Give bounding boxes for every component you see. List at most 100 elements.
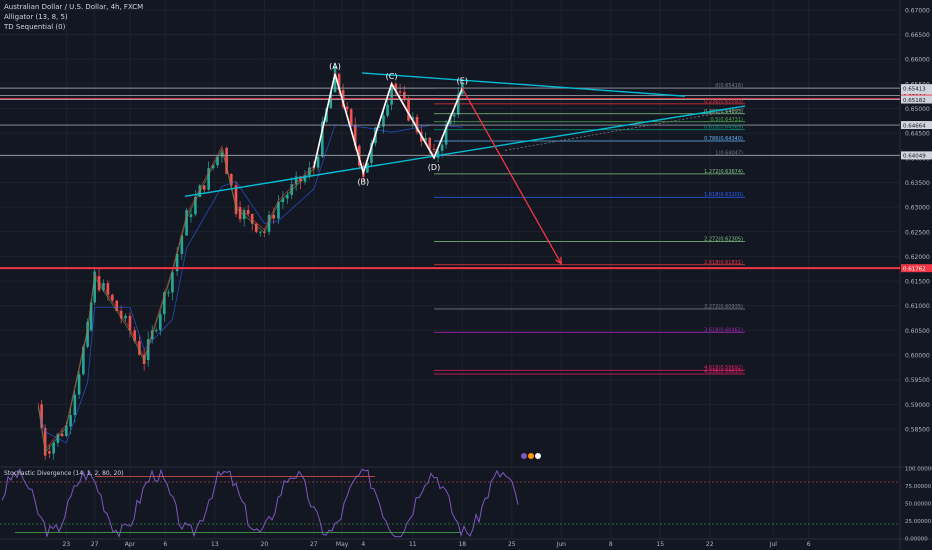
stoch-y-tick-label: 0.00000 xyxy=(905,536,928,542)
y-tick-label: 0.65000 xyxy=(905,106,930,113)
candle-body xyxy=(246,210,250,214)
x-tick-label: 27 xyxy=(91,541,99,548)
candle-body xyxy=(167,292,170,294)
triangle-upper-trendline xyxy=(361,72,686,97)
alligator-indicator-label[interactable]: Alligator (13, 8, 5) xyxy=(4,13,68,21)
candle-body xyxy=(415,116,419,133)
x-tick-label: May xyxy=(336,541,349,548)
candle-body xyxy=(124,315,127,319)
x-tick-label: 18 xyxy=(458,541,466,548)
fib-level-label: 2.618(0.61831) xyxy=(704,260,743,266)
candle-body xyxy=(258,231,262,233)
price-axis-label-box xyxy=(901,264,932,273)
candle-body xyxy=(69,415,72,427)
candle-body xyxy=(366,162,369,173)
x-tick-label: 6 xyxy=(807,541,811,548)
wave-label: (B) xyxy=(357,178,369,187)
price-axis-label: 0.65413 xyxy=(903,86,926,92)
candle-body xyxy=(370,143,373,163)
y-tick-label: 0.59500 xyxy=(905,377,930,384)
y-tick-label: 0.64500 xyxy=(905,131,930,138)
projection-arrow-line xyxy=(461,87,562,265)
fib-level-label: 1.272(0.63674) xyxy=(704,169,743,175)
fib-level-label: 4.618(0.59692) xyxy=(704,365,743,371)
wave-label: (D) xyxy=(428,163,440,172)
y-tick-label: 0.66000 xyxy=(905,57,930,64)
y-tick-label: 0.60500 xyxy=(905,328,930,335)
candle-body xyxy=(456,94,460,115)
candle-body xyxy=(281,198,285,203)
candle-body xyxy=(428,137,432,149)
price-axis-label: 0.64049 xyxy=(903,154,926,160)
candle-body xyxy=(128,315,132,331)
fib-level-label: 0.5(0.64731) xyxy=(710,117,743,123)
y-tick-label: 0.67000 xyxy=(905,7,930,14)
candle-body xyxy=(89,302,93,331)
candle-body xyxy=(52,442,55,454)
candle-body xyxy=(345,106,349,110)
candle-body xyxy=(175,253,179,272)
stoch-y-tick-label: 50.00000 xyxy=(905,501,932,507)
candle-body xyxy=(43,427,47,456)
price-axis-label-box xyxy=(901,121,932,130)
candle-body xyxy=(86,322,89,347)
candle-body xyxy=(171,272,174,293)
y-tick-label: 0.62500 xyxy=(905,229,930,236)
candle-body xyxy=(294,176,298,185)
td-sequential-indicator-label[interactable]: TD Sequential (0) xyxy=(4,23,66,31)
y-tick-label: 0.63500 xyxy=(905,180,930,187)
fib-level-label: 0.786(0.64340) xyxy=(704,136,743,142)
fib-level-label: 4.236(0.59615) xyxy=(704,369,743,375)
candle-body xyxy=(133,330,137,342)
x-tick-label: 11 xyxy=(409,541,417,548)
price-axis-label-box xyxy=(901,151,932,160)
candle-body xyxy=(60,433,64,437)
event-marker-icon xyxy=(527,452,535,460)
x-tick-label: 15 xyxy=(656,541,664,548)
candle-body xyxy=(48,451,51,454)
candle-body xyxy=(424,137,427,142)
candle-body xyxy=(102,283,105,291)
alligator-lips-line xyxy=(37,74,463,454)
candle-body xyxy=(154,330,158,332)
fib-level-label: 1.618(0.63200) xyxy=(704,192,743,198)
alligator-teeth-line xyxy=(37,71,463,451)
triangle-lower-trendline xyxy=(184,105,746,197)
candle-body xyxy=(111,294,114,301)
price-axis-label: 0.61762 xyxy=(903,266,926,272)
candle-body xyxy=(432,148,436,150)
candle-body xyxy=(234,185,238,214)
fib-level-label: 2.272(0.62305) xyxy=(704,236,743,242)
y-tick-label: 0.61000 xyxy=(905,303,930,310)
x-tick-label: 23 xyxy=(63,541,71,548)
price-axis-label-box xyxy=(901,84,932,93)
elliott-wave-pattern xyxy=(313,73,464,176)
candle-body xyxy=(40,404,43,428)
candle-body xyxy=(220,152,224,157)
candle-body xyxy=(321,121,324,157)
wave-label: (A) xyxy=(329,62,341,71)
dashed-guide-line xyxy=(504,108,746,151)
candle-body xyxy=(82,346,85,375)
y-tick-label: 0.66500 xyxy=(905,32,930,39)
y-tick-label: 0.60000 xyxy=(905,353,930,360)
y-tick-label: 0.61500 xyxy=(905,279,930,286)
candle-body xyxy=(216,156,219,166)
candle-body xyxy=(106,283,110,295)
candle-body xyxy=(185,210,188,236)
candle-body xyxy=(242,210,246,220)
stochastic-divergence-title[interactable]: Stochastic Divergence (14, 1, 2, 80, 20) xyxy=(4,470,124,477)
stoch-y-tick-label: 100.00000 xyxy=(905,466,932,472)
event-marker-icon xyxy=(520,452,528,460)
candle-body xyxy=(440,144,444,151)
wave-label: (C) xyxy=(386,72,398,81)
candle-body xyxy=(194,196,197,215)
candle-body xyxy=(398,91,402,93)
candle-body xyxy=(407,98,410,121)
candle-body xyxy=(163,292,166,315)
candle-body xyxy=(378,126,381,128)
fib-level-label: 0.618(0.64569) xyxy=(704,125,743,131)
candle-body xyxy=(337,73,341,90)
price-axis-label: 0.65182 xyxy=(903,98,926,104)
